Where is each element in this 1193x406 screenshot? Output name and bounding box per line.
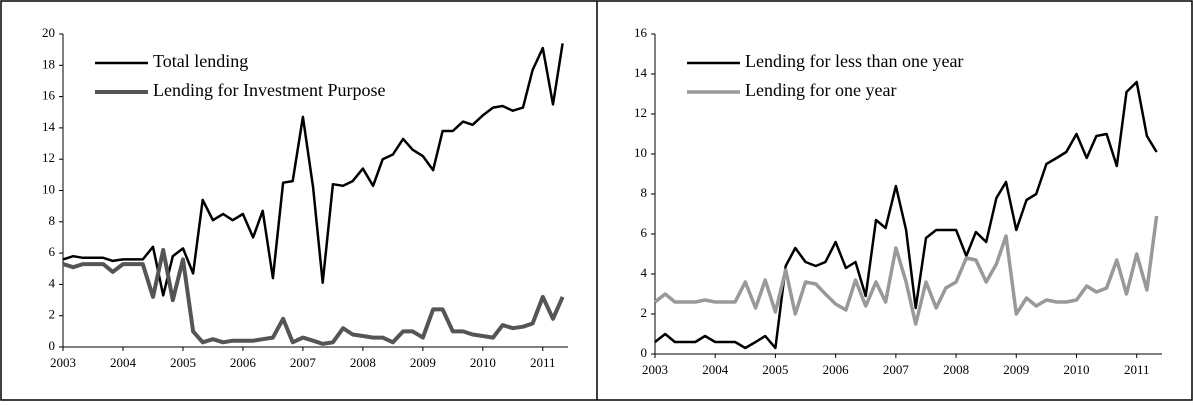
series-line	[62, 43, 564, 297]
y-tick-label: 4	[641, 265, 648, 280]
legend-label: Lending for Investment Purpose	[153, 80, 385, 100]
y-tick-label: 14	[42, 119, 56, 134]
x-tick-label: 2006	[230, 355, 257, 370]
y-tick-label: 2	[49, 307, 56, 322]
x-tick-label: 2007	[883, 362, 910, 377]
series-line	[653, 215, 1159, 326]
y-tick-label: 16	[634, 25, 648, 40]
y-tick-label: 18	[42, 56, 55, 71]
y-tick-label: 6	[641, 225, 648, 240]
legend-label: Lending for one year	[745, 80, 896, 100]
legend-label: Total lending	[153, 51, 248, 71]
y-tick-label: 14	[634, 65, 648, 80]
x-tick-label: 2005	[170, 355, 196, 370]
x-tick-label: 2011	[530, 355, 556, 370]
y-tick-label: 2	[641, 305, 648, 320]
x-tick-label: 2011	[1124, 362, 1150, 377]
series-line	[62, 248, 565, 346]
y-tick-label: 4	[49, 275, 56, 290]
series-line	[654, 80, 1158, 350]
y-tick-label: 0	[49, 338, 56, 353]
y-tick-label: 10	[42, 181, 55, 196]
x-tick-label: 2004	[702, 362, 729, 377]
x-tick-label: 2010	[1063, 362, 1089, 377]
y-tick-label: 0	[641, 345, 648, 360]
x-tick-label: 2008	[350, 355, 376, 370]
y-tick-label: 20	[42, 25, 55, 40]
x-tick-label: 2007	[290, 355, 317, 370]
x-tick-label: 2008	[943, 362, 969, 377]
y-tick-label: 6	[49, 244, 56, 259]
y-tick-label: 10	[634, 145, 647, 160]
x-tick-label: 2003	[50, 355, 76, 370]
x-tick-label: 2010	[470, 355, 496, 370]
legend-label: Lending for less than one year	[745, 51, 963, 71]
y-tick-label: 8	[49, 213, 56, 228]
y-tick-label: 8	[641, 185, 648, 200]
x-tick-label: 2006	[823, 362, 850, 377]
x-tick-label: 2005	[762, 362, 788, 377]
x-tick-label: 2009	[1003, 362, 1029, 377]
y-tick-label: 12	[42, 150, 55, 165]
y-tick-label: 16	[42, 88, 56, 103]
x-tick-label: 2004	[110, 355, 137, 370]
x-tick-label: 2009	[410, 355, 436, 370]
x-tick-label: 2003	[642, 362, 668, 377]
y-tick-label: 12	[634, 105, 647, 120]
